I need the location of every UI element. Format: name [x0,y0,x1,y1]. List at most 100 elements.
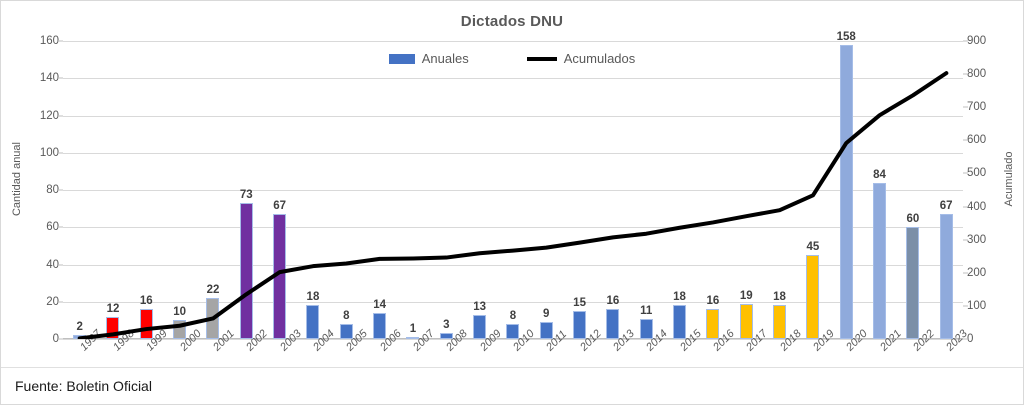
y-tick-label-left: 100 [39,146,59,159]
x-label-slot: 2007 [396,328,437,385]
bar-slot: 12 [96,41,129,339]
x-label-slot: 2012 [563,328,604,385]
bar-value-label: 8 [343,310,350,323]
bar-2014[interactable]: 11 [639,305,653,339]
footer-divider [1,367,1023,368]
y-tick-label-right: 600 [967,134,987,147]
bar-value-label: 8 [509,310,517,323]
x-label-slot: 2019 [796,328,837,385]
bar-2004[interactable]: 18 [306,291,320,339]
bar-slot: 18 [763,41,796,339]
y-tick-mark-right [963,172,968,174]
bar-slot: 19 [730,41,763,339]
bar-slot: 84 [863,41,896,339]
bar-2009[interactable]: 13 [473,301,487,339]
x-label-slot: 2003 [263,328,304,385]
bar-slot: 45 [796,41,829,339]
gridline [63,339,963,340]
bar-slot: 60 [896,41,929,339]
bar-1998[interactable]: 12 [106,303,120,339]
bar-slot: 11 [630,41,663,339]
x-label-slot: 2022 [896,328,937,385]
y-tick-mark-left [58,40,63,42]
bar-value-label: 60 [906,213,920,226]
bar-2021[interactable]: 84 [873,169,887,339]
y-axis-title-left: Cantidad anual [11,142,23,217]
y-tick-label-left: 80 [46,184,59,196]
bar-value-label: 84 [873,168,886,181]
bar-2000[interactable]: 10 [173,306,187,339]
bar-value-label: 18 [673,291,686,304]
bar-1997[interactable]: 2 [73,321,87,339]
bar-value-label: 10 [173,306,187,319]
x-label-slot: 2013 [596,328,637,385]
bar-2007[interactable]: 1 [406,323,420,339]
bar-slot: 16 [696,41,729,339]
x-label-slot: 2005 [330,328,370,385]
bar-slot: 8 [330,41,363,339]
y-tick-label-right: 500 [967,167,987,180]
bar-value-label: 67 [273,200,287,213]
bar-slot: 1 [396,41,429,339]
x-label-slot: 2021 [863,328,904,385]
gridline [63,41,963,42]
y-tick-mark-left [58,338,63,340]
bar-value-label: 1 [409,323,417,335]
bar-2018[interactable]: 18 [773,291,787,339]
bar-2003[interactable]: 67 [273,200,287,339]
bar-2008[interactable]: 3 [439,319,453,339]
y-tick-label-left: 0 [52,333,59,345]
bar-swatch-icon [388,53,415,64]
y-tick-label-right: 300 [967,233,987,246]
y-tick-label-right: 200 [967,266,987,279]
x-label-slot: 2016 [696,328,737,385]
x-label-slot: 2008 [430,328,470,385]
bar-2010[interactable]: 8 [506,310,520,339]
bar-value-label: 2 [76,321,83,334]
x-label-slot: 2002 [230,328,270,385]
y-tick-mark-left [58,189,63,191]
bar-2015[interactable]: 18 [673,291,687,339]
bar-2006[interactable]: 14 [373,299,387,339]
bar-1999[interactable]: 16 [139,295,153,339]
y-tick-mark-right [963,40,968,42]
y-tick-label-left: 40 [46,258,59,271]
legend-item-anuales[interactable]: Anuales [388,51,469,66]
bar-2013[interactable]: 16 [606,295,620,339]
x-label-slot: 2009 [463,328,504,385]
legend-label-acumulados: Acumulados [563,51,636,66]
bar-slot: 15 [563,41,596,339]
y-tick-label-right: 100 [967,299,987,312]
bar-2022[interactable]: 60 [906,213,920,339]
bar-2016[interactable]: 16 [706,295,720,339]
bar-2019[interactable]: 45 [806,241,820,339]
legend-item-acumulados[interactable]: Acumulados [526,51,636,66]
bar-value-label: 16 [139,295,153,308]
bar-2012[interactable]: 15 [573,297,587,339]
bar-value-label: 45 [806,241,820,254]
bar-2011[interactable]: 9 [539,308,553,339]
y-tick-mark-right [963,206,968,208]
bar-slot: 16 [130,41,163,339]
x-label-slot: 2010 [496,328,537,385]
bar-value-label: 12 [106,302,120,315]
bar-value-label: 16 [706,295,720,308]
bar-2017[interactable]: 19 [739,290,753,339]
y-tick-mark-left [58,115,63,116]
bar-2005[interactable]: 8 [339,310,353,339]
bar-2023[interactable]: 67 [939,200,953,339]
source-note: Fuente: Boletin Oficial [15,378,152,394]
y-tick-mark-right [963,239,968,241]
bar-slot: 18 [296,41,329,339]
plot-inner: 0 20 40 60 80 100 120 140 160 0 100 200 300 400 500 60… [40,31,986,345]
bar-2020[interactable]: 158 [837,31,856,339]
bar-slot: 13 [463,41,496,339]
bar-2002[interactable]: 73 [239,189,253,339]
bar-value-label: 67 [939,200,953,213]
y-tick-mark-right [963,73,968,75]
x-label-slot: 2018 [763,328,804,385]
bar-2001[interactable]: 22 [206,284,220,339]
bar-slot: 67 [263,41,296,339]
bar-value-label: 18 [773,291,786,304]
